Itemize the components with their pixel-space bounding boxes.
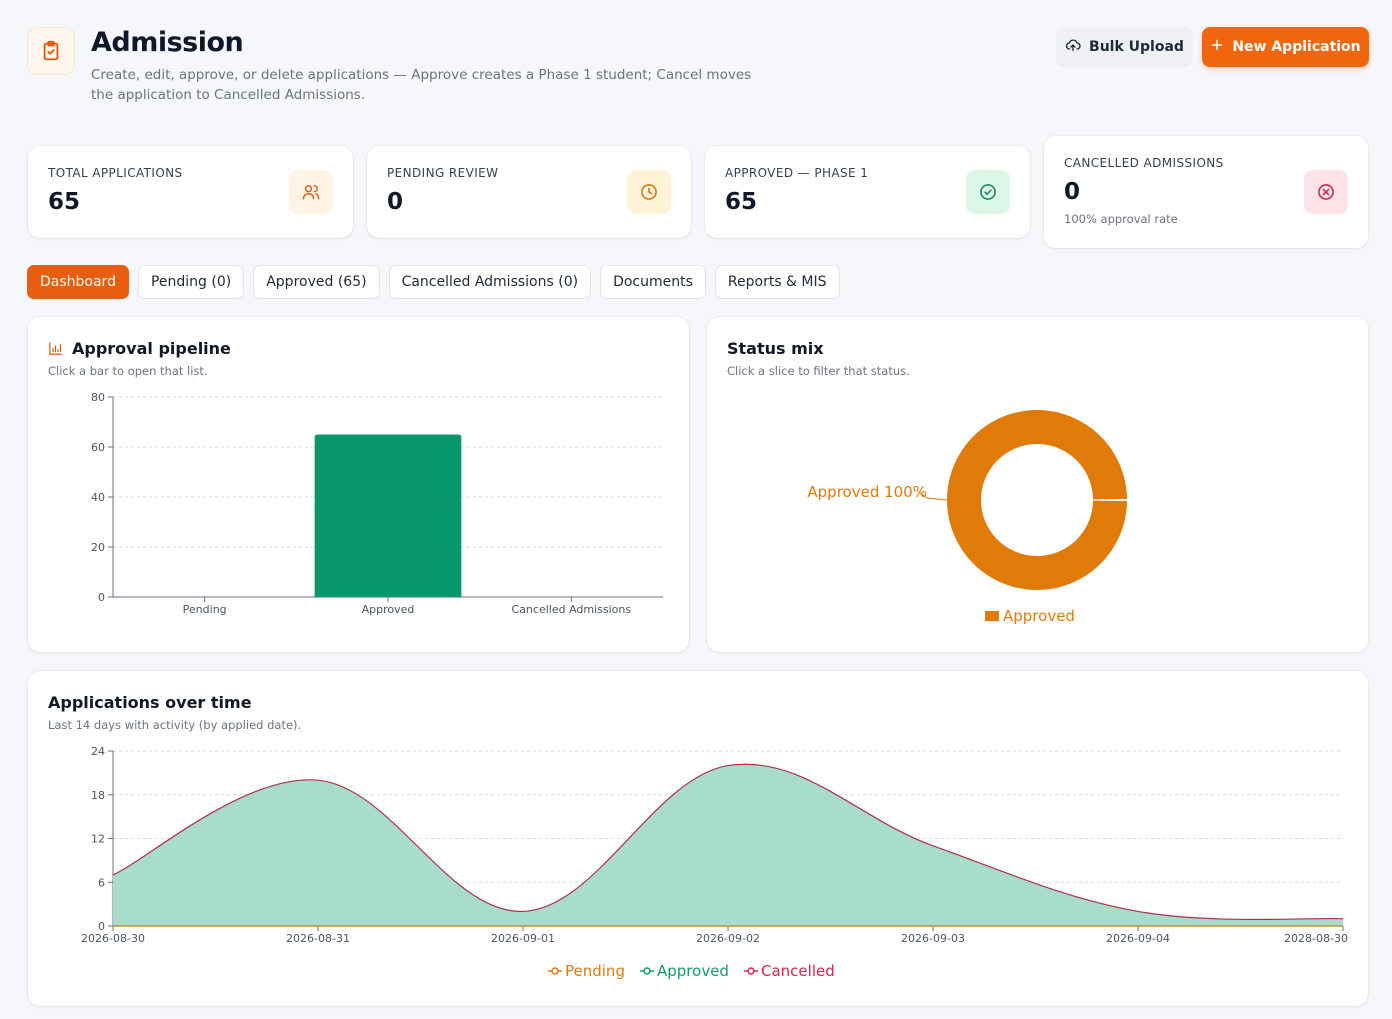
legend-label: Approved: [1003, 607, 1075, 625]
page-header: Admission Create, edit, approve, or dele…: [27, 27, 1369, 117]
x-tick-label: 2028-08-30: [1284, 932, 1348, 945]
x-tick-label: 2026-09-01: [491, 932, 555, 945]
stat-label: TOTAL APPLICATIONS: [48, 166, 183, 180]
cloud-upload-icon: [1065, 37, 1081, 57]
bar-chart-icon: [48, 341, 63, 360]
stat-label: PENDING REVIEW: [387, 166, 499, 180]
stat-label: CANCELLED ADMISSIONS: [1064, 156, 1224, 170]
x-tick-label: Approved: [362, 603, 415, 616]
stat-value: 65: [725, 189, 758, 215]
tab-documents[interactable]: Documents: [600, 265, 706, 299]
y-tick-label: 0: [98, 920, 105, 933]
stat-value: 0: [1064, 179, 1081, 205]
page-subtitle: Create, edit, approve, or delete applica…: [91, 67, 752, 103]
new-application-label: New Application: [1232, 39, 1361, 55]
pipeline-subtitle: Click a bar to open that list.: [48, 364, 208, 378]
legend-marker: [643, 967, 651, 975]
status-mix-title: Status mix: [727, 339, 824, 358]
slice-label: Approved 100%: [807, 483, 927, 501]
y-tick-label: 20: [91, 541, 105, 554]
y-tick-label: 6: [98, 876, 105, 889]
y-tick-label: 0: [98, 591, 105, 604]
stat-value: 0: [387, 189, 404, 215]
tab-dashboard[interactable]: Dashboard: [27, 265, 129, 299]
x-tick-label: 2026-08-30: [81, 932, 145, 945]
x-tick-label: 2026-09-03: [901, 932, 965, 945]
legend-marker: [747, 967, 755, 975]
bar-approved: [314, 434, 462, 597]
x-tick-label: 2026-08-31: [286, 932, 350, 945]
x-tick-label: Pending: [183, 603, 227, 616]
line-approved: [112, 763, 1344, 921]
y-tick-label: 40: [91, 491, 105, 504]
approval-pipeline-chart[interactable]: 0 20 40 60 80 Pending Approved Cancelled Admiss…: [28, 317, 689, 652]
bulk-upload-button[interactable]: Bulk Upload: [1056, 27, 1193, 67]
tab-cancelled-admissions[interactable]: Cancelled Admissions (0): [388, 265, 592, 299]
bulk-upload-label: Bulk Upload: [1089, 39, 1184, 55]
check-circle-icon: [966, 170, 1010, 214]
page-title: Admission: [91, 27, 244, 58]
y-tick-label: 12: [91, 833, 105, 846]
tab-bar: Dashboard Pending (0) Approved (65) Canc…: [27, 265, 840, 299]
approval-pipeline-card: Approval pipeline Click a bar to open th…: [28, 317, 689, 652]
status-mix-subtitle: Click a slice to filter that status.: [727, 364, 910, 378]
over-time-subtitle: Last 14 days with activity (by applied d…: [48, 718, 302, 732]
stat-card-pending[interactable]: PENDING REVIEW 0: [367, 146, 691, 238]
y-tick-label: 24: [91, 745, 105, 758]
x-circle-icon: [1304, 170, 1348, 214]
status-mix-card: Status mix Click a slice to filter that …: [707, 317, 1368, 652]
slice-approved: [947, 410, 1127, 590]
x-tick-label: 2026-09-02: [696, 932, 760, 945]
new-application-button[interactable]: New Application: [1202, 27, 1369, 67]
y-tick-label: 18: [91, 789, 105, 802]
clock-icon: [627, 170, 671, 214]
approval-rate-note: 100% approval rate: [1064, 212, 1178, 226]
over-time-title: Applications over time: [48, 693, 252, 712]
tab-pending[interactable]: Pending (0): [137, 265, 245, 299]
tab-reports-mis[interactable]: Reports & MIS: [714, 265, 840, 299]
stat-label: APPROVED — PHASE 1: [725, 166, 869, 180]
pipeline-title: Approval pipeline: [72, 339, 231, 358]
x-tick-label: 2026-09-04: [1106, 932, 1170, 945]
legend-label: Cancelled: [761, 962, 835, 980]
legend-label: Pending: [565, 962, 625, 980]
stat-card-approved[interactable]: APPROVED — PHASE 1 65: [705, 146, 1030, 238]
slice-label-line: [918, 491, 948, 501]
applications-over-time-card: Applications over time Last 14 days with…: [28, 671, 1368, 1006]
legend-marker: [551, 967, 559, 975]
stat-card-cancelled[interactable]: CANCELLED ADMISSIONS 0 100% approval rat…: [1044, 136, 1368, 248]
tab-approved[interactable]: Approved (65): [253, 265, 380, 299]
clipboard-icon: [27, 27, 75, 75]
applications-over-time-chart[interactable]: 0 6 12 18 24 2026-08-30 2026-08-31 2026-09-01 20…: [28, 671, 1368, 1006]
stat-card-total[interactable]: TOTAL APPLICATIONS 65: [28, 146, 353, 238]
status-mix-chart[interactable]: Approved 100% Approved: [707, 317, 1368, 652]
legend-label: Approved: [657, 962, 729, 980]
legend-swatch: [985, 611, 999, 621]
users-icon: [289, 170, 333, 214]
y-tick-label: 60: [91, 441, 105, 454]
area-approved: [113, 764, 1343, 926]
plus-icon: [1210, 38, 1224, 56]
y-tick-label: 80: [91, 391, 105, 404]
x-tick-label: Cancelled Admissions: [512, 603, 632, 616]
stat-value: 65: [48, 189, 81, 215]
